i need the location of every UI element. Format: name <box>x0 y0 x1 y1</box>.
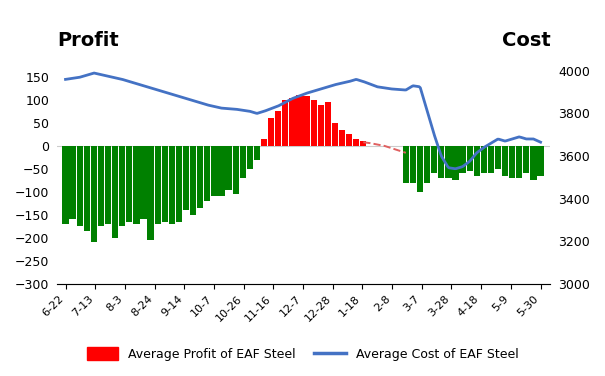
Bar <box>410 146 416 183</box>
Bar <box>204 146 211 201</box>
Bar <box>162 146 168 222</box>
Bar <box>226 146 232 190</box>
Bar <box>268 118 274 146</box>
Bar <box>254 146 260 160</box>
Bar <box>431 146 437 173</box>
Bar <box>537 146 544 176</box>
Bar <box>332 123 338 146</box>
Bar <box>197 146 203 208</box>
Bar <box>304 96 310 146</box>
Bar <box>126 146 132 222</box>
Bar <box>502 146 508 176</box>
Legend: Average Profit of EAF Steel, Average Cost of EAF Steel: Average Profit of EAF Steel, Average Cos… <box>82 343 523 366</box>
Bar <box>83 146 90 231</box>
Bar <box>275 111 281 146</box>
Bar <box>403 146 409 183</box>
Bar <box>353 139 359 146</box>
Bar <box>70 146 76 220</box>
Bar <box>232 146 239 194</box>
Bar <box>169 146 175 224</box>
Bar <box>148 146 154 240</box>
Bar <box>488 146 494 173</box>
Bar <box>91 146 97 243</box>
Bar <box>417 146 423 192</box>
Bar <box>176 146 182 222</box>
Bar <box>154 146 161 224</box>
Bar <box>438 146 445 178</box>
Bar <box>240 146 246 178</box>
Bar <box>112 146 118 238</box>
Bar <box>424 146 430 183</box>
Bar <box>325 102 331 146</box>
Bar <box>509 146 515 178</box>
Bar <box>190 146 196 215</box>
Bar <box>339 130 345 146</box>
Bar <box>183 146 189 210</box>
Bar <box>247 146 253 169</box>
Bar <box>77 146 83 226</box>
Bar <box>296 96 302 146</box>
Bar <box>318 105 324 146</box>
Bar <box>133 146 140 224</box>
Bar <box>282 100 289 146</box>
Bar <box>211 146 218 196</box>
Bar <box>453 146 459 180</box>
Bar <box>481 146 487 173</box>
Bar <box>218 146 224 196</box>
Bar <box>105 146 111 224</box>
Bar <box>523 146 529 173</box>
Bar <box>261 139 267 146</box>
Bar <box>516 146 522 178</box>
Bar <box>466 146 473 171</box>
Bar <box>445 146 451 178</box>
Bar <box>495 146 501 169</box>
Bar <box>140 146 146 220</box>
Bar <box>119 146 125 226</box>
Bar <box>459 146 466 173</box>
Text: Profit: Profit <box>57 31 119 50</box>
Text: Cost: Cost <box>502 31 551 50</box>
Bar <box>531 146 537 180</box>
Bar <box>98 146 104 226</box>
Bar <box>346 135 352 146</box>
Bar <box>310 100 317 146</box>
Bar <box>289 98 295 146</box>
Bar <box>62 146 68 224</box>
Bar <box>360 141 367 146</box>
Bar <box>474 146 480 176</box>
